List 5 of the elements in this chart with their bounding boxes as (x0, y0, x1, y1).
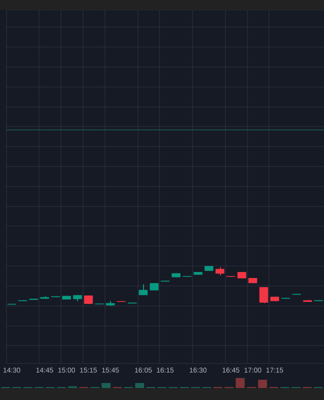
bar (236, 378, 245, 388)
bar (102, 383, 111, 388)
bar (135, 383, 144, 388)
bar (258, 380, 268, 388)
candlestick (259, 286, 268, 304)
